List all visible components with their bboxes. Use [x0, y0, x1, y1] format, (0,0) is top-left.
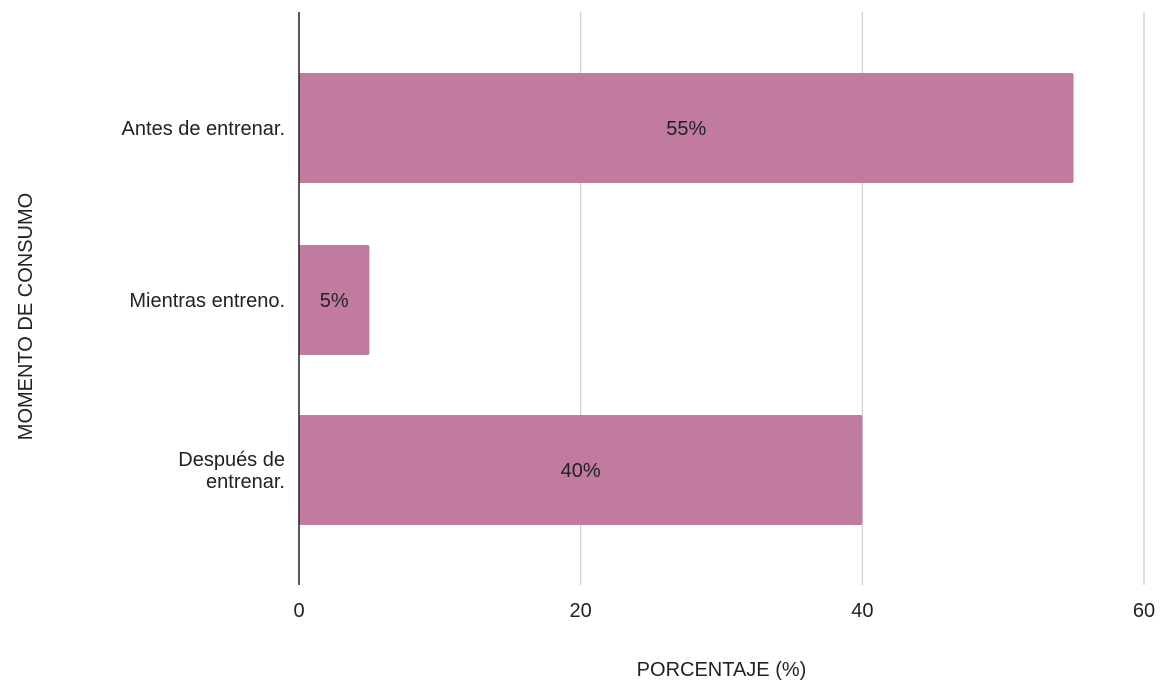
x-tick-label-60: 60: [1133, 600, 1155, 622]
category-label-1: Antes de entrenar.: [122, 118, 285, 140]
x-axis-title: PORCENTAJE (%): [637, 659, 807, 681]
x-tick-labels: 0 20 40 60: [293, 600, 1155, 622]
bar-data-label-2: 5%: [320, 290, 349, 312]
bar-data-label-1: 55%: [666, 118, 706, 140]
category-label-2: Mientras entreno.: [129, 290, 285, 312]
category-labels: Antes de entrenar. Mientras entreno. Despu…: [122, 118, 285, 493]
bar-data-label-3: 40%: [561, 460, 601, 482]
x-tick-label-20: 20: [570, 600, 592, 622]
x-tick-label-40: 40: [851, 600, 873, 622]
category-label-3-line-2: entrenar.: [206, 471, 285, 493]
bars: [299, 73, 1074, 525]
y-axis-title: MOMENTO DE CONSUMO: [15, 193, 37, 440]
category-label-3-line-1: Después de: [178, 449, 285, 471]
x-tick-label-0: 0: [293, 600, 304, 622]
